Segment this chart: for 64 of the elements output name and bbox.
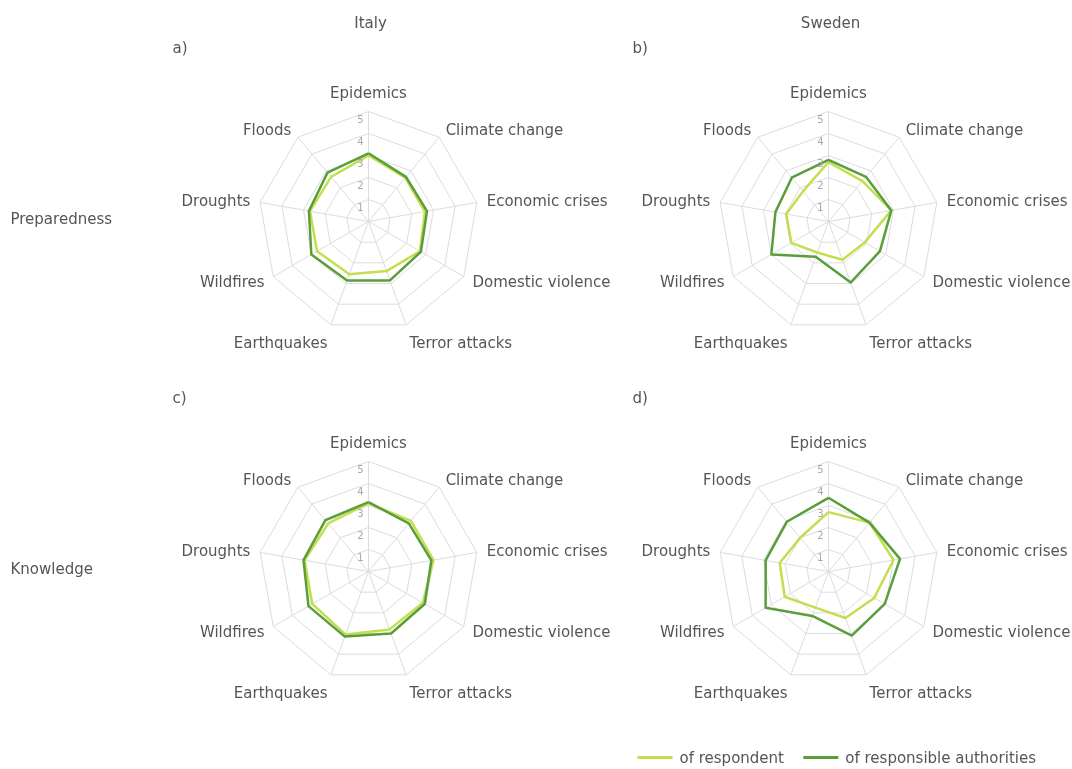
y-tick-label: 1 bbox=[357, 201, 364, 213]
y-tick-label: 5 bbox=[357, 113, 364, 125]
spoke-label: Climate change bbox=[905, 470, 1024, 489]
chart-title: a) bbox=[172, 38, 188, 57]
spoke-label: Floods bbox=[242, 120, 292, 139]
y-tick-label: 3 bbox=[817, 507, 824, 519]
spoke-label: Domestic violence bbox=[472, 622, 611, 641]
spoke-label: Epidemics bbox=[330, 83, 408, 102]
spoke-label: Wildfires bbox=[199, 622, 265, 641]
spoke-label: Economic crises bbox=[946, 191, 1068, 210]
y-tick-label: 1 bbox=[817, 551, 824, 563]
spoke-label: Terror attacks bbox=[868, 684, 973, 703]
spoke-label: Climate change bbox=[445, 470, 564, 489]
spoke-label: Earthquakes bbox=[233, 684, 328, 703]
spoke-label: Climate change bbox=[445, 120, 564, 139]
y-tick-label: 2 bbox=[357, 529, 364, 541]
chart-title: b) bbox=[632, 38, 648, 57]
spoke-label: Epidemics bbox=[790, 433, 868, 452]
spoke-label: Epidemics bbox=[330, 433, 408, 452]
y-tick-label: 2 bbox=[817, 529, 824, 541]
y-tick-label: 1 bbox=[357, 551, 364, 563]
y-tick-label: 4 bbox=[357, 135, 364, 147]
spoke-label: Floods bbox=[702, 120, 752, 139]
chart-subtitle: Italy bbox=[354, 13, 387, 32]
y-tick-label: 5 bbox=[817, 463, 824, 475]
spoke-label: Wildfires bbox=[659, 622, 725, 641]
y-tick-label: 3 bbox=[357, 157, 364, 169]
spoke-label: Droughts bbox=[641, 191, 711, 210]
spoke-label: Domestic violence bbox=[472, 272, 611, 291]
y-tick-label: 5 bbox=[357, 463, 364, 475]
y-tick-label: 2 bbox=[817, 179, 824, 191]
text: Preparedness bbox=[10, 209, 113, 228]
spoke-label: Terror attacks bbox=[408, 334, 513, 353]
y-tick-label: 4 bbox=[817, 485, 824, 497]
spoke-label: Droughts bbox=[181, 541, 251, 560]
spoke-label: Terror attacks bbox=[408, 684, 513, 703]
spoke-label: Economic crises bbox=[486, 191, 608, 210]
y-tick-label: 1 bbox=[817, 201, 824, 213]
spoke-label: Wildfires bbox=[659, 272, 725, 291]
y-tick-label: 5 bbox=[817, 113, 824, 125]
spoke-label: Terror attacks bbox=[868, 334, 973, 353]
spoke-label: Floods bbox=[702, 470, 752, 489]
y-tick-label: 4 bbox=[817, 135, 824, 147]
spoke-label: Wildfires bbox=[199, 272, 265, 291]
spoke-label: Droughts bbox=[181, 191, 251, 210]
spoke-label: Epidemics bbox=[790, 83, 868, 102]
y-tick-label: 3 bbox=[817, 157, 824, 169]
chart-title: c) bbox=[172, 388, 187, 407]
y-tick-label: 3 bbox=[357, 507, 364, 519]
spoke-label: Floods bbox=[242, 470, 292, 489]
spoke-label: Economic crises bbox=[946, 541, 1068, 560]
spoke-label: Climate change bbox=[905, 120, 1024, 139]
chart-subtitle: Sweden bbox=[800, 13, 861, 32]
spoke-label: Domestic violence bbox=[932, 622, 1071, 641]
y-tick-label: 4 bbox=[357, 485, 364, 497]
spoke-label: Droughts bbox=[641, 541, 711, 560]
spoke-label: Economic crises bbox=[486, 541, 608, 560]
y-tick-label: 2 bbox=[357, 179, 364, 191]
text: Knowledge bbox=[10, 559, 93, 578]
legend-label: of responsible authorities bbox=[845, 748, 1037, 767]
legend-label: of respondent bbox=[679, 748, 785, 767]
spoke-label: Domestic violence bbox=[932, 272, 1071, 291]
spoke-label: Earthquakes bbox=[693, 684, 788, 703]
chart-title: d) bbox=[632, 388, 648, 407]
